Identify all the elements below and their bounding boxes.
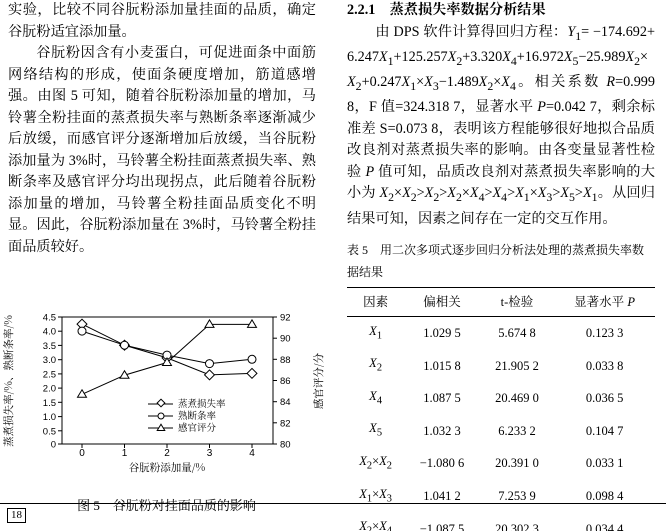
svg-text:3: 3: [207, 448, 213, 459]
svg-text:蒸煮损失率/%、熟断条率/%: 蒸煮损失率/%、熟断条率/%: [1, 315, 16, 447]
svg-text:2.0: 2.0: [43, 384, 56, 395]
svg-text:0: 0: [51, 440, 56, 451]
svg-text:4.5: 4.5: [43, 313, 56, 324]
svg-text:4.0: 4.0: [43, 327, 56, 338]
svg-text:感官评分: 感官评分: [178, 420, 217, 434]
svg-text:0.5: 0.5: [43, 426, 56, 437]
svg-text:1.0: 1.0: [43, 412, 56, 423]
svg-text:86: 86: [280, 376, 291, 387]
svg-text:2.5: 2.5: [43, 369, 56, 380]
svg-text:2: 2: [164, 448, 170, 459]
svg-text:1: 1: [122, 448, 128, 459]
svg-text:感官评分/分: 感官评分/分: [311, 352, 326, 409]
svg-text:82: 82: [280, 418, 291, 429]
svg-text:88: 88: [280, 355, 291, 366]
svg-text:80: 80: [280, 440, 291, 451]
svg-text:3.0: 3.0: [43, 355, 56, 366]
svg-text:84: 84: [280, 397, 291, 408]
svg-text:90: 90: [280, 334, 291, 345]
svg-text:4: 4: [249, 448, 255, 459]
svg-text:谷朊粉添加量/%: 谷朊粉添加量/%: [129, 460, 206, 475]
svg-text:0: 0: [79, 448, 85, 459]
svg-text:92: 92: [280, 313, 291, 324]
svg-text:1.5: 1.5: [43, 398, 56, 409]
svg-text:3.5: 3.5: [43, 341, 56, 352]
